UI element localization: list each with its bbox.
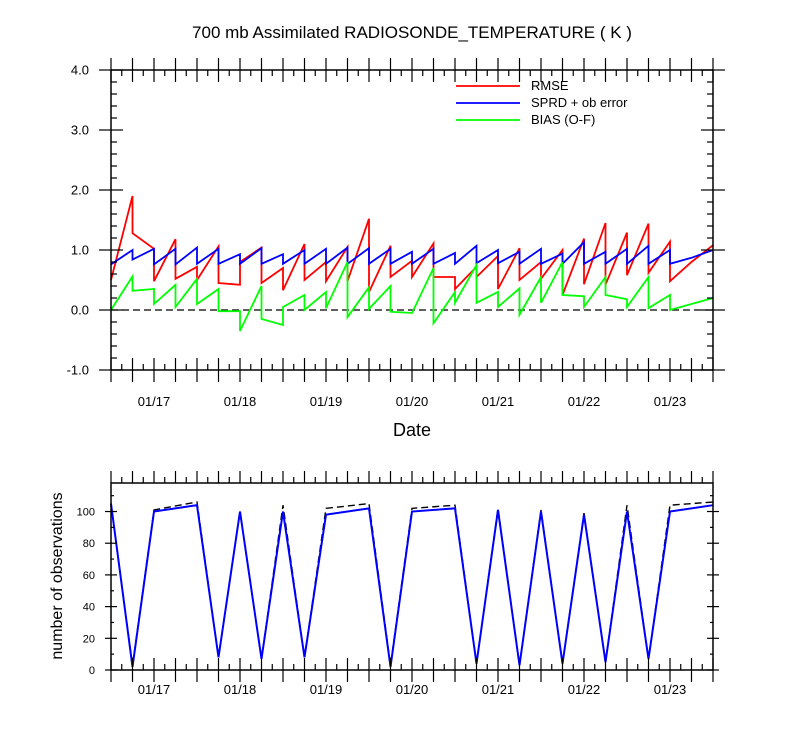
series-line-0 [110,501,714,666]
y-tick-label: 4.0 [71,63,89,78]
x-tick-label: 01/17 [138,682,171,697]
tick-label-group: 01/17 01/18 01/19 01/20 01/21 01/22 01/23 -1.0 0… [67,63,687,409]
series-line-2 [110,261,714,332]
x-tick-label: 01/18 [224,682,257,697]
y-axis-label: number of observations [49,492,66,659]
x-tick-label: 01/21 [482,682,515,697]
y-tick-label: 60 [83,570,95,582]
chart-title: 700 mb Assimilated RADIOSONDE_TEMPERATUR… [192,23,632,42]
y-tick-label: 1.0 [71,243,89,258]
y-tick-label: 3.0 [71,123,89,138]
tick-label-group: 01/17 01/18 01/19 01/20 01/21 01/22 01/23 0 20 40… [77,506,687,697]
y-tick-label: 80 [83,538,95,550]
y-tick-label: 0.0 [71,303,89,318]
x-tick-label: 01/23 [654,394,687,409]
legend-label-sprd: SPRD + ob error [531,95,628,110]
top-chart: 700 mb Assimilated RADIOSONDE_TEMPERATUR… [67,23,725,440]
x-axis-label: Date [393,420,431,440]
x-tick-label: 01/19 [310,682,343,697]
y-tick-label: 40 [83,602,95,614]
legend-label-bias: BIAS (O-F) [531,112,595,127]
y-tick-label: 2.0 [71,183,89,198]
legend-label-rmse: RMSE [531,78,569,93]
x-tick-label: 01/21 [482,394,515,409]
series-line-1 [110,240,714,267]
series-group [110,195,714,332]
plot-frame [110,69,714,371]
x-tick-label: 01/22 [568,682,601,697]
y-tick-label: 100 [77,506,95,518]
x-tick-label: 01/17 [138,394,171,409]
bottom-chart: 01/17 01/18 01/19 01/20 01/21 01/22 01/23 0 20 40… [49,471,719,697]
x-tick-label: 01/18 [224,394,257,409]
x-tick-label: 01/20 [396,682,429,697]
series-group [110,501,714,667]
legend: RMSE SPRD + ob error BIAS (O-F) [456,78,628,127]
series-line-0 [110,195,714,296]
x-tick-label: 01/23 [654,682,687,697]
y-tick-label: -1.0 [67,363,89,378]
y-tick-label: 20 [83,633,95,645]
tick-group [99,58,725,382]
x-tick-label: 01/22 [568,394,601,409]
x-tick-label: 01/20 [396,394,429,409]
plot-frame [110,482,714,671]
x-tick-label: 01/19 [310,394,343,409]
y-tick-label: 0 [89,665,95,677]
